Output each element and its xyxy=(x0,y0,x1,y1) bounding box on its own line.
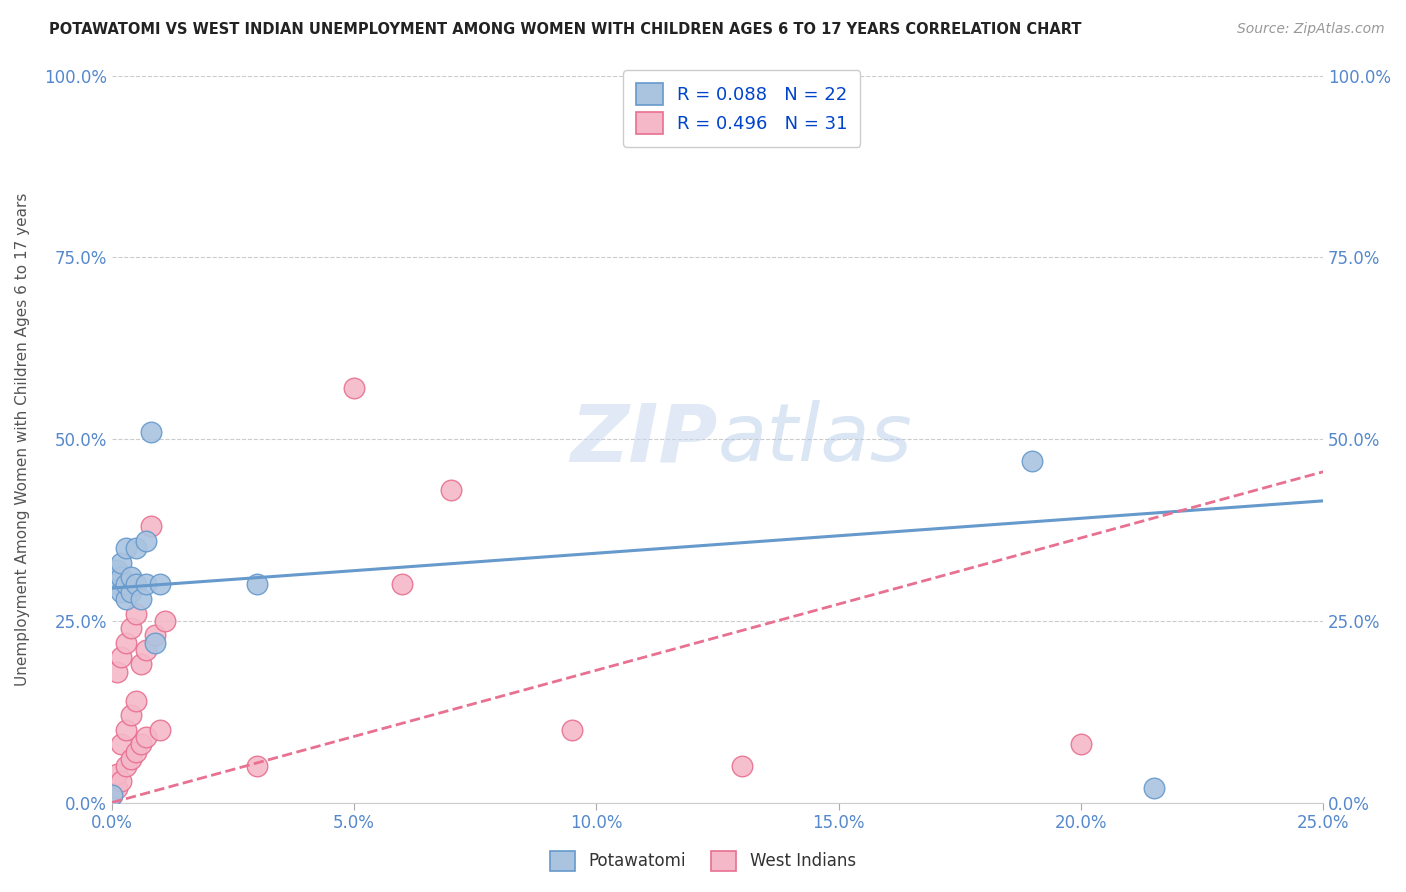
Point xyxy=(1142,780,1164,795)
Point xyxy=(110,738,132,752)
Point xyxy=(129,592,152,607)
Text: POTAWATOMI VS WEST INDIAN UNEMPLOYMENT AMONG WOMEN WITH CHILDREN AGES 6 TO 17 YE: POTAWATOMI VS WEST INDIAN UNEMPLOYMENT A… xyxy=(49,22,1081,37)
Point xyxy=(731,759,754,773)
Text: atlas: atlas xyxy=(717,400,912,478)
Point xyxy=(105,665,128,679)
Point xyxy=(135,533,157,548)
Y-axis label: Unemployment Among Women with Children Ages 6 to 17 years: Unemployment Among Women with Children A… xyxy=(15,193,30,686)
Point xyxy=(391,577,413,591)
Point xyxy=(246,577,269,591)
Point xyxy=(129,738,152,752)
Point xyxy=(120,570,142,584)
Point xyxy=(139,425,162,439)
Point xyxy=(125,694,148,708)
Point xyxy=(125,607,148,621)
Point xyxy=(105,766,128,780)
Point xyxy=(246,759,269,773)
Point xyxy=(105,780,128,795)
Point xyxy=(135,577,157,591)
Point xyxy=(1070,738,1092,752)
Point xyxy=(120,621,142,635)
Point xyxy=(110,556,132,570)
Point xyxy=(135,730,157,744)
Text: Source: ZipAtlas.com: Source: ZipAtlas.com xyxy=(1237,22,1385,37)
Point xyxy=(1021,454,1043,468)
Text: ZIP: ZIP xyxy=(569,400,717,478)
Point xyxy=(100,789,122,803)
Point xyxy=(115,577,138,591)
Point xyxy=(115,541,138,555)
Point xyxy=(143,635,166,649)
Point xyxy=(149,723,172,737)
Point xyxy=(115,592,138,607)
Point xyxy=(110,650,132,665)
Point xyxy=(125,541,148,555)
Point xyxy=(110,570,132,584)
Legend: Potawatomi, West Indians: Potawatomi, West Indians xyxy=(543,842,863,880)
Point xyxy=(120,708,142,723)
Point xyxy=(149,577,172,591)
Point xyxy=(125,745,148,759)
Point xyxy=(115,635,138,649)
Point xyxy=(143,628,166,642)
Point xyxy=(135,643,157,657)
Point xyxy=(343,381,366,395)
Point xyxy=(105,563,128,577)
Legend: R = 0.088   N = 22, R = 0.496   N = 31: R = 0.088 N = 22, R = 0.496 N = 31 xyxy=(623,70,860,146)
Point xyxy=(110,773,132,788)
Point xyxy=(100,789,122,803)
Point xyxy=(440,483,463,497)
Point xyxy=(139,519,162,533)
Point xyxy=(120,584,142,599)
Point xyxy=(115,723,138,737)
Point xyxy=(129,657,152,672)
Point xyxy=(153,614,176,628)
Point xyxy=(120,752,142,766)
Point xyxy=(115,759,138,773)
Point xyxy=(561,723,583,737)
Point xyxy=(105,577,128,591)
Point xyxy=(110,584,132,599)
Point xyxy=(125,577,148,591)
